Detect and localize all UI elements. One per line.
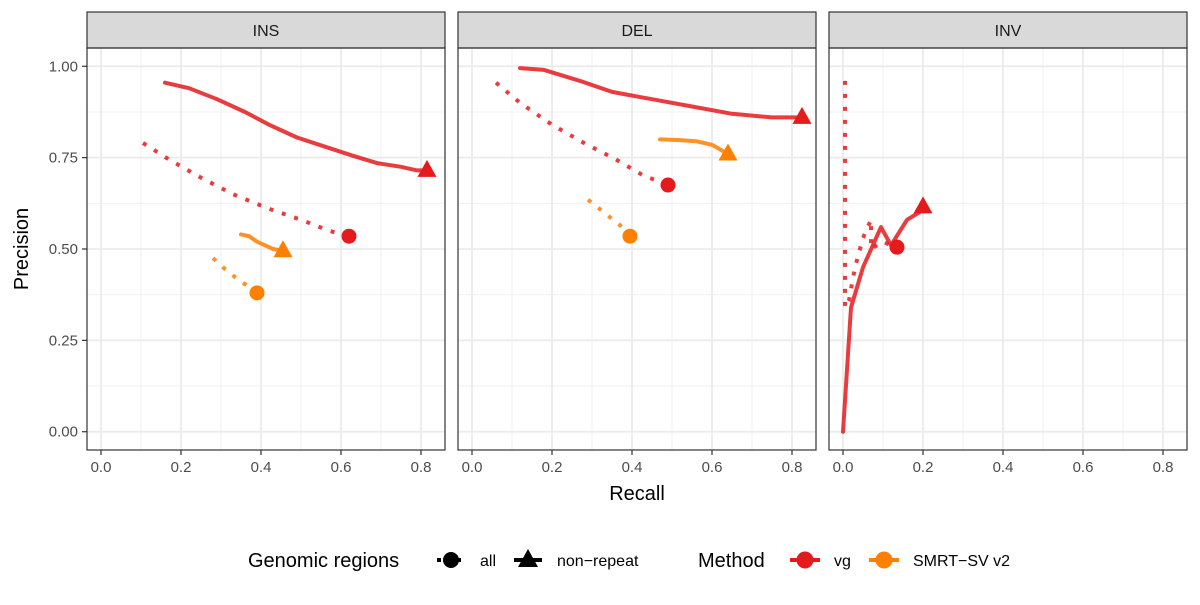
facet-strip: [86, 11, 446, 49]
x-tick-label: 0.8: [411, 459, 432, 476]
legend: Genomic regions all non−repeat Method vg SMRT…: [248, 549, 1010, 572]
series-line-smrt-all: [211, 256, 258, 293]
x-tick-label: 0.6: [702, 459, 723, 476]
series-line-vg-nonrepeat: [518, 66, 802, 120]
legend-label-vg: vg: [834, 553, 851, 570]
y-tick-label: 0.25: [49, 332, 78, 349]
x-tick-label: 0.4: [251, 459, 272, 476]
legend-title-regions: Genomic regions: [248, 550, 399, 572]
series-line-smrt-all: [586, 198, 632, 238]
endpoint-triangle-smrt: [273, 240, 293, 258]
facet-strip-label: DEL: [621, 23, 652, 40]
y-tick-label: 1.00: [49, 58, 78, 75]
x-tick-label: 0.0: [833, 459, 854, 476]
legend-key-vg-circle: [796, 551, 814, 569]
x-tick-label: 0.2: [542, 459, 563, 476]
panel-border: [828, 47, 1188, 451]
x-tick-label: 0.4: [993, 459, 1014, 476]
series-line-vg-all: [494, 81, 665, 186]
panel-ins: INS 0.0 0.2 0.4 0.6 0.8 0.00 0.25 0.50 0.75 1.00: [49, 11, 446, 476]
legend-label-smrt: SMRT−SV v2: [913, 553, 1010, 570]
endpoint-triangle-smrt: [718, 143, 738, 161]
endpoint-circle-vg: [889, 239, 905, 255]
x-axis-title: Recall: [609, 483, 665, 505]
series-line-vg-all: [843, 80, 896, 310]
legend-label-all: all: [480, 553, 496, 570]
facet-strip: [828, 11, 1188, 49]
panel-inv: INV 0.0 0.2 0.4 0.6 0.8: [828, 11, 1188, 476]
x-tick-label: 0.0: [91, 459, 112, 476]
x-tick-label: 0.2: [171, 459, 192, 476]
legend-key-nonrepeat-triangle: [518, 549, 538, 567]
endpoint-triangle-vg: [792, 106, 812, 124]
legend-key-all-circle: [443, 552, 459, 568]
endpoint-circle-vg: [660, 177, 676, 193]
series-line-vg-nonrepeat: [163, 80, 427, 173]
y-tick-label: 0.75: [49, 150, 78, 167]
x-tick-label: 0.8: [1153, 459, 1174, 476]
series-line-smrt-nonrepeat: [239, 232, 285, 253]
y-tick-label: 0.50: [49, 241, 78, 258]
y-axis-title: Precision: [11, 208, 33, 290]
x-tick-label: 0.4: [622, 459, 643, 476]
legend-key-smrt-circle: [875, 551, 893, 569]
panel-del: DEL 0.0 0.2 0.4 0.6 0.8: [457, 11, 817, 476]
x-tick-label: 0.6: [1073, 459, 1094, 476]
legend-label-nonrepeat: non−repeat: [557, 553, 639, 570]
x-tick-label: 0.8: [782, 459, 803, 476]
x-tick-label: 0.2: [913, 459, 934, 476]
x-tick-label: 0.0: [462, 459, 483, 476]
facet-strip-label: INV: [995, 23, 1022, 40]
panel-border: [457, 47, 817, 451]
facet-strip-label: INS: [253, 23, 280, 40]
series-line-vg-nonrepeat: [841, 205, 925, 434]
x-tick-label: 0.6: [331, 459, 352, 476]
endpoint-triangle-vg: [417, 159, 437, 177]
legend-title-method: Method: [698, 550, 765, 572]
endpoint-circle-vg: [341, 228, 357, 244]
endpoint-triangle-vg: [913, 196, 933, 214]
endpoint-circle-smrt: [249, 285, 265, 301]
facet-strip: [457, 11, 817, 49]
series-line-smrt-nonrepeat: [658, 137, 730, 156]
y-tick-label: 0.00: [49, 424, 78, 441]
endpoint-circle-smrt: [622, 228, 638, 244]
